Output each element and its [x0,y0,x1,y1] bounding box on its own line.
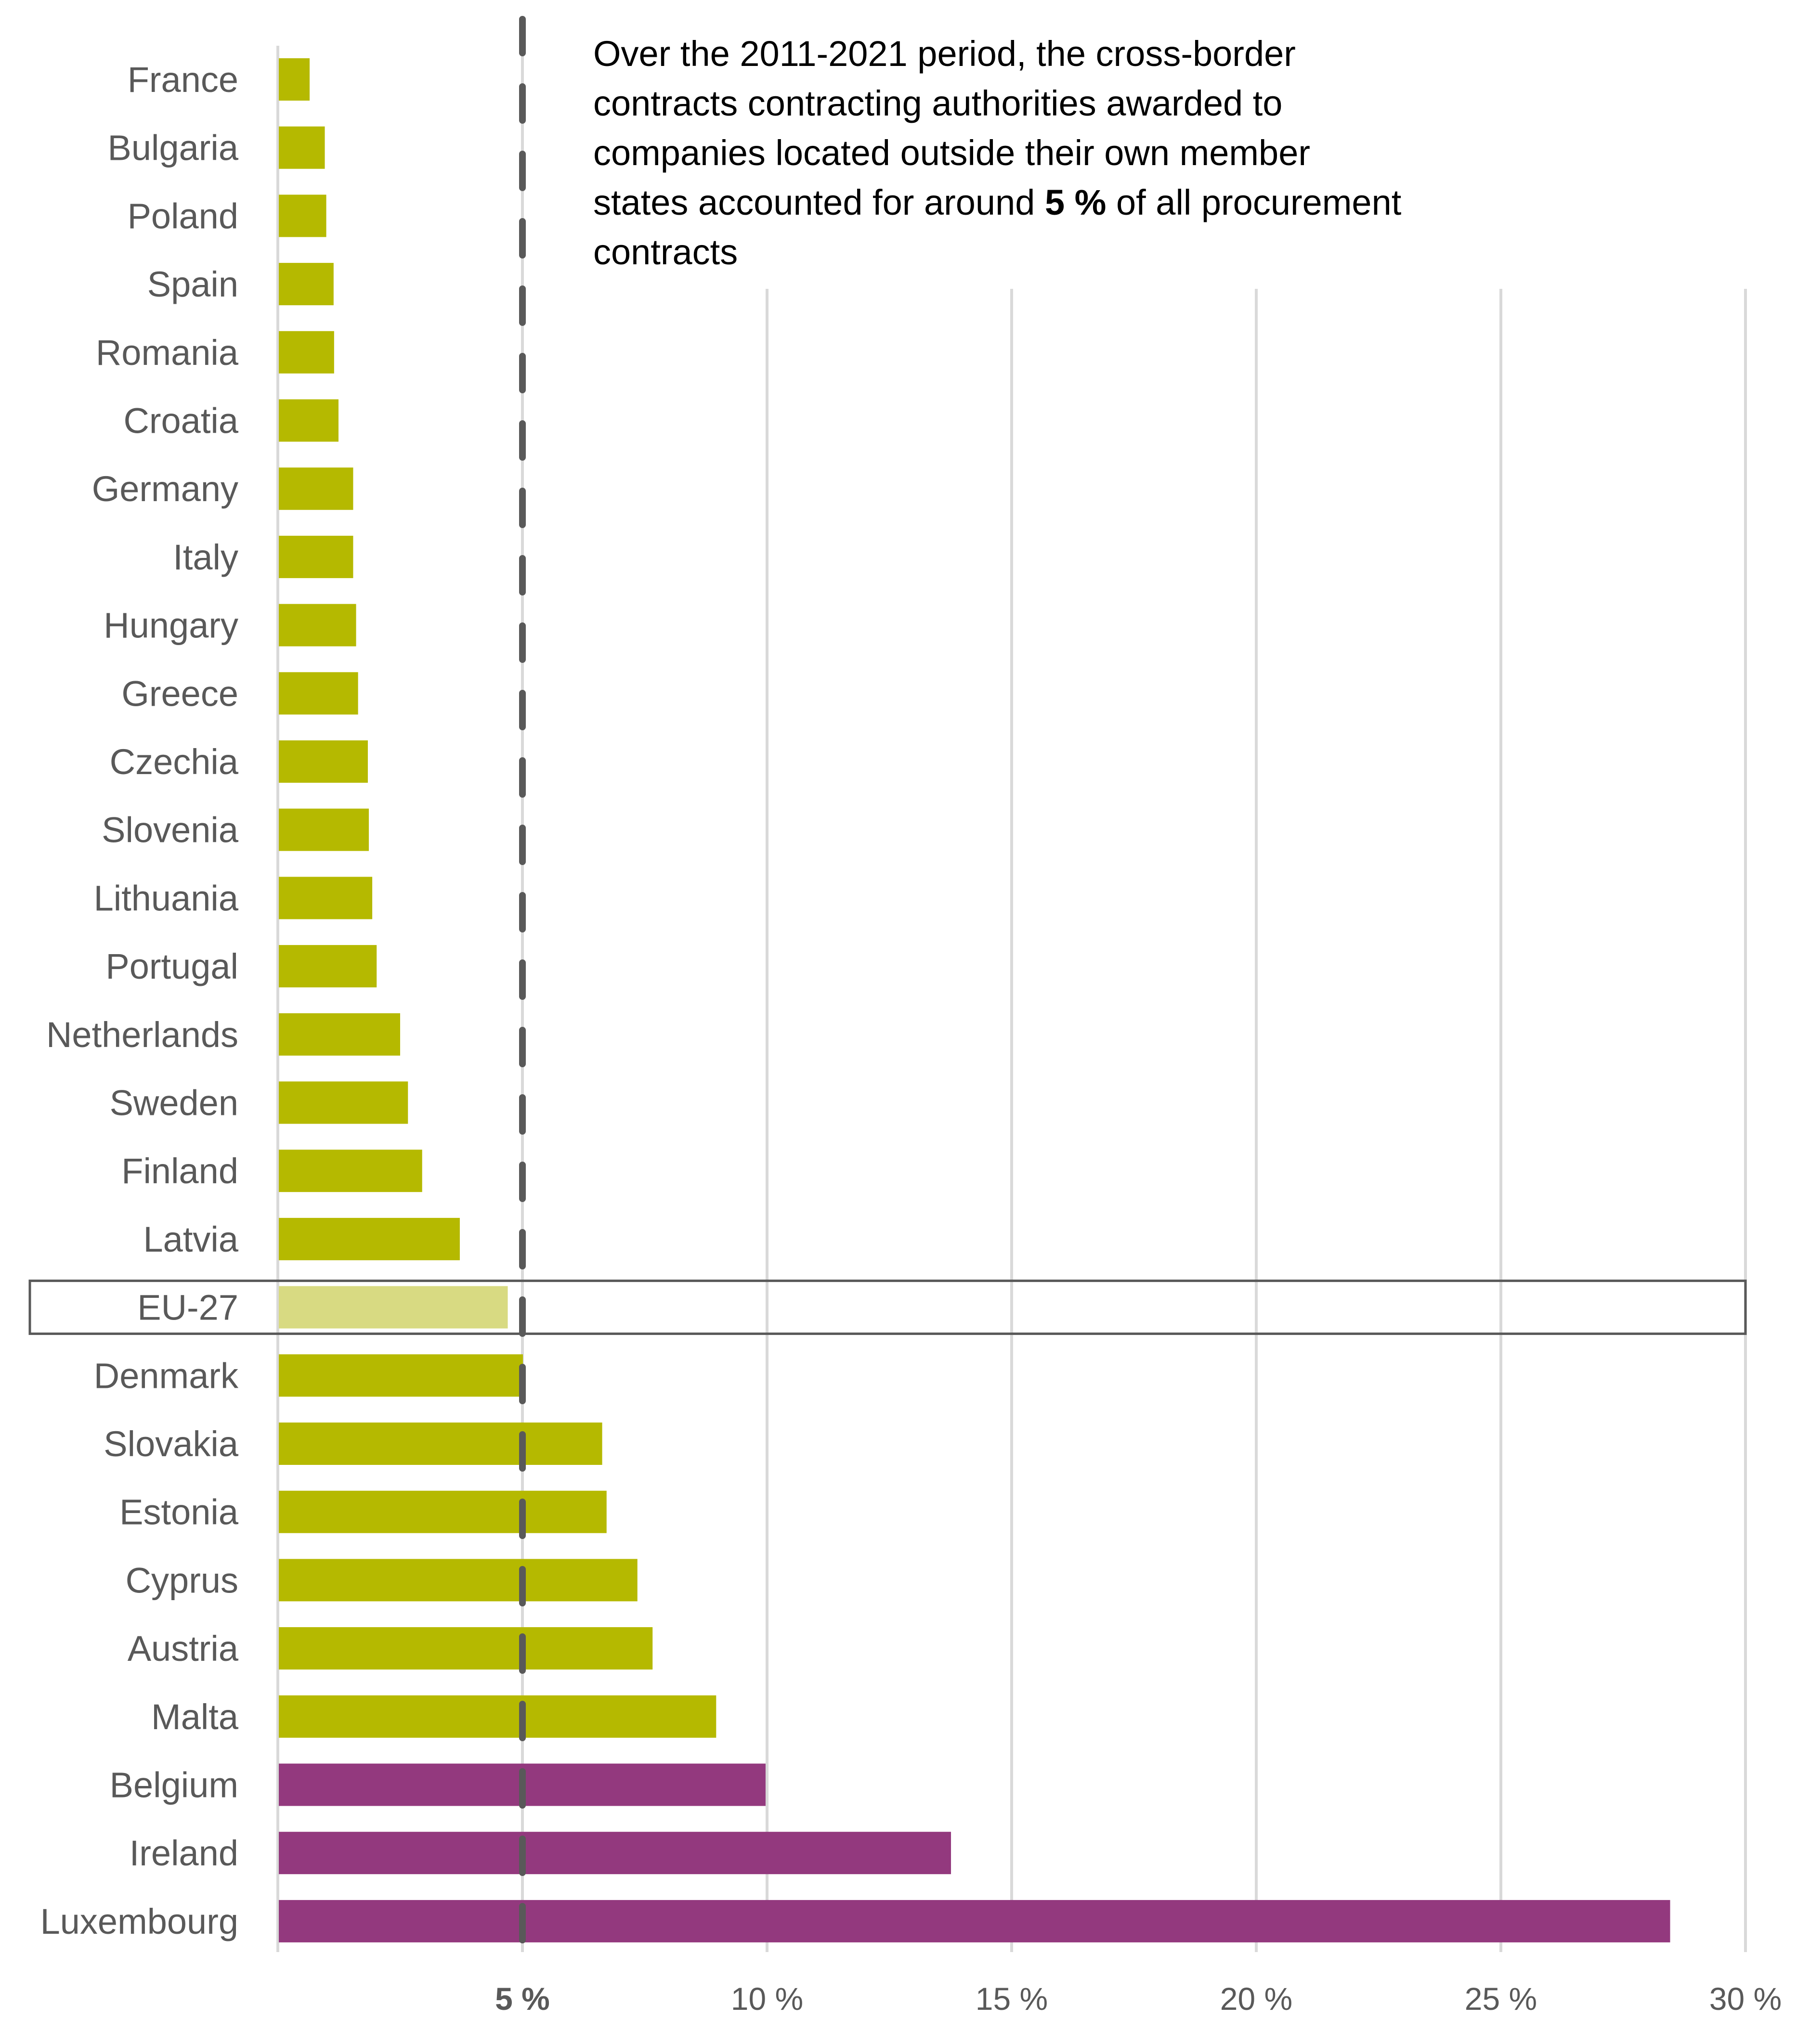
category-label: Luxembourg [40,1902,238,1941]
category-label: Italy [173,537,238,577]
bar-croatia [279,399,339,442]
x-tick-label: 30 % [1709,1981,1782,2017]
highlight-box-layer [28,1280,1747,1335]
category-label: Malta [151,1697,239,1737]
category-label: Lithuania [94,878,239,918]
category-label: Netherlands [46,1015,238,1055]
category-label: Austria [128,1629,239,1669]
bar-poland [279,194,326,237]
bar-cyprus [279,1559,638,1602]
category-label: Belgium [110,1765,238,1805]
eu-27-highlight-box [28,1280,1747,1335]
x-tick-label: 15 % [976,1981,1048,2017]
bar-ireland [279,1832,951,1875]
bar-malta [279,1695,716,1738]
category-label: Romania [96,333,239,373]
category-label: Cyprus [126,1560,238,1600]
category-label: Slovakia [104,1424,239,1464]
category-label: Greece [121,673,238,713]
bar-czechia [279,740,368,783]
bar-slovenia [279,808,369,851]
bar-spain [279,263,334,306]
bar-germany [279,467,353,510]
x-tick-label: 20 % [1220,1981,1292,2017]
bars [279,58,1670,1942]
x-tick-labels: 5 % 10 % 15 % 20 % 25 % 30 % [495,1981,1782,2017]
bar-sweden [279,1081,408,1124]
category-label: Croatia [123,401,238,441]
category-label: Sweden [110,1083,238,1123]
category-label: Germany [92,469,238,509]
bar-netherlands [279,1013,400,1056]
category-label: Ireland [130,1833,238,1873]
category-labels: France Bulgaria Poland Spain Romania Croatia G… [40,60,239,1941]
category-label: Slovenia [102,810,239,850]
annotation-text-after: of all procurement contracts [593,182,1402,272]
bar-latvia [279,1217,460,1260]
category-label: Denmark [94,1356,239,1396]
bar-hungary [279,604,356,647]
category-label: Poland [128,196,238,236]
annotation-text-before: Over the 2011-2021 period, the cross-bor… [593,34,1310,222]
bar-france [279,58,310,101]
bar-finland [279,1150,422,1192]
bar-austria [279,1627,653,1670]
bar-luxembourg [279,1900,1670,1942]
bar-slovakia [279,1423,602,1465]
bar-portugal [279,945,377,988]
x-tick-label: 5 % [495,1981,550,2017]
bar-lithuania [279,877,373,919]
bar-bulgaria [279,126,325,169]
category-label: Finland [121,1151,238,1191]
bar-denmark [279,1354,523,1397]
category-label: Hungary [104,606,238,646]
category-label: Estonia [119,1492,239,1532]
bar-italy [279,535,353,578]
bar-romania [279,331,334,374]
category-label: Czechia [110,742,239,782]
bar-eu-27 [279,1286,508,1329]
category-label: Bulgaria [107,128,238,168]
category-label: Spain [147,264,238,304]
category-label: EU-27 [137,1288,238,1328]
x-tick-label: 10 % [731,1981,803,2017]
annotation-bold-value: 5 % [1044,182,1107,222]
category-label: Latvia [143,1219,239,1259]
category-label: France [128,60,238,100]
category-label: Portugal [105,946,238,986]
bar-estonia [279,1490,607,1533]
x-tick-label: 25 % [1465,1981,1537,2017]
annotation-text: Over the 2011-2021 period, the cross-bor… [593,29,1412,277]
bar-greece [279,672,358,715]
